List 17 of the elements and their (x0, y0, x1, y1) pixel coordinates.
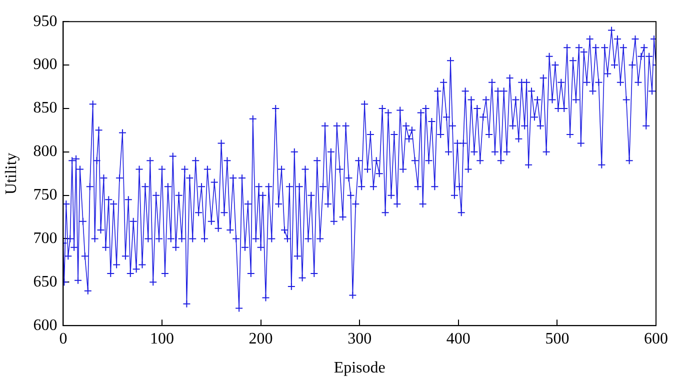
x-axis-title: Episode (334, 360, 386, 377)
x-tick-label: 200 (248, 330, 273, 348)
y-tick-label: 700 (33, 230, 58, 247)
y-tick-label: 850 (33, 100, 58, 117)
x-tick-label: 100 (150, 330, 174, 348)
y-axis-title: Utility (2, 152, 20, 194)
y-tick-label: 600 (33, 316, 58, 334)
x-tick-label: 600 (644, 330, 668, 348)
x-tick-label: 0 (59, 330, 68, 348)
y-tick-label: 800 (33, 143, 58, 160)
x-tick-label: 400 (446, 330, 470, 348)
y-tick-label: 750 (33, 186, 58, 204)
x-tick-label: 500 (545, 330, 570, 348)
x-tick-label: 300 (348, 330, 372, 348)
y-tick-label: 900 (33, 56, 58, 74)
y-tick-label: 650 (33, 273, 58, 290)
y-tick-label: 950 (33, 12, 58, 30)
